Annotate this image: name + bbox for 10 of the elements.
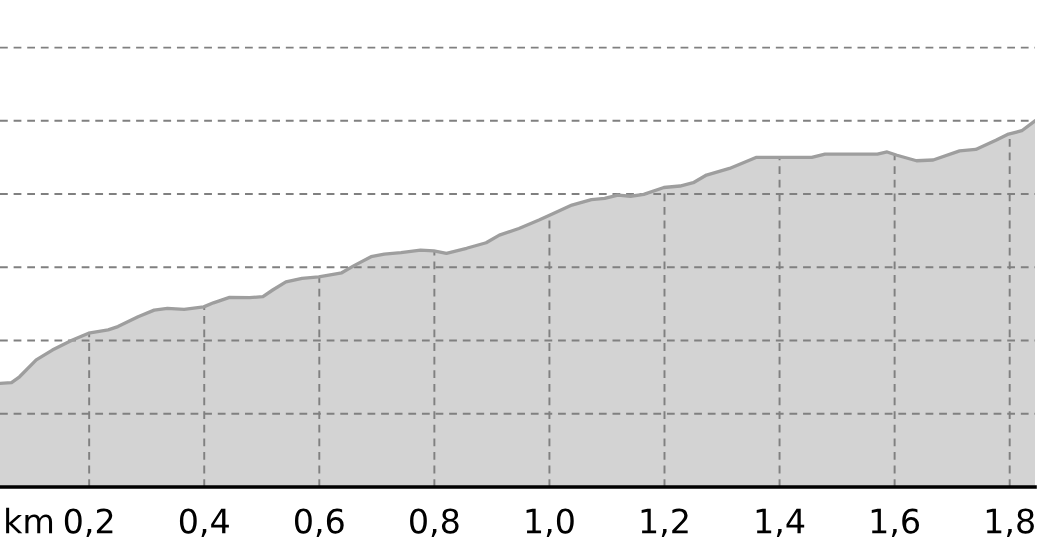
x-tick-label: 1,2 bbox=[641, 508, 688, 538]
x-tick-label: 0,4 bbox=[179, 508, 229, 538]
x-tick-label: 1,8 bbox=[986, 508, 1034, 538]
x-tick-label: 1,4 bbox=[756, 508, 805, 538]
x-tick-label: 1,0 bbox=[526, 508, 574, 538]
x-tick-label: 1,6 bbox=[871, 508, 920, 538]
x-axis-title: km bbox=[6, 507, 53, 534]
x-tick-label: 0,8 bbox=[410, 508, 459, 538]
x-tick-label: 0,6 bbox=[295, 508, 344, 538]
x-tick-label: 0,2 bbox=[64, 508, 113, 538]
